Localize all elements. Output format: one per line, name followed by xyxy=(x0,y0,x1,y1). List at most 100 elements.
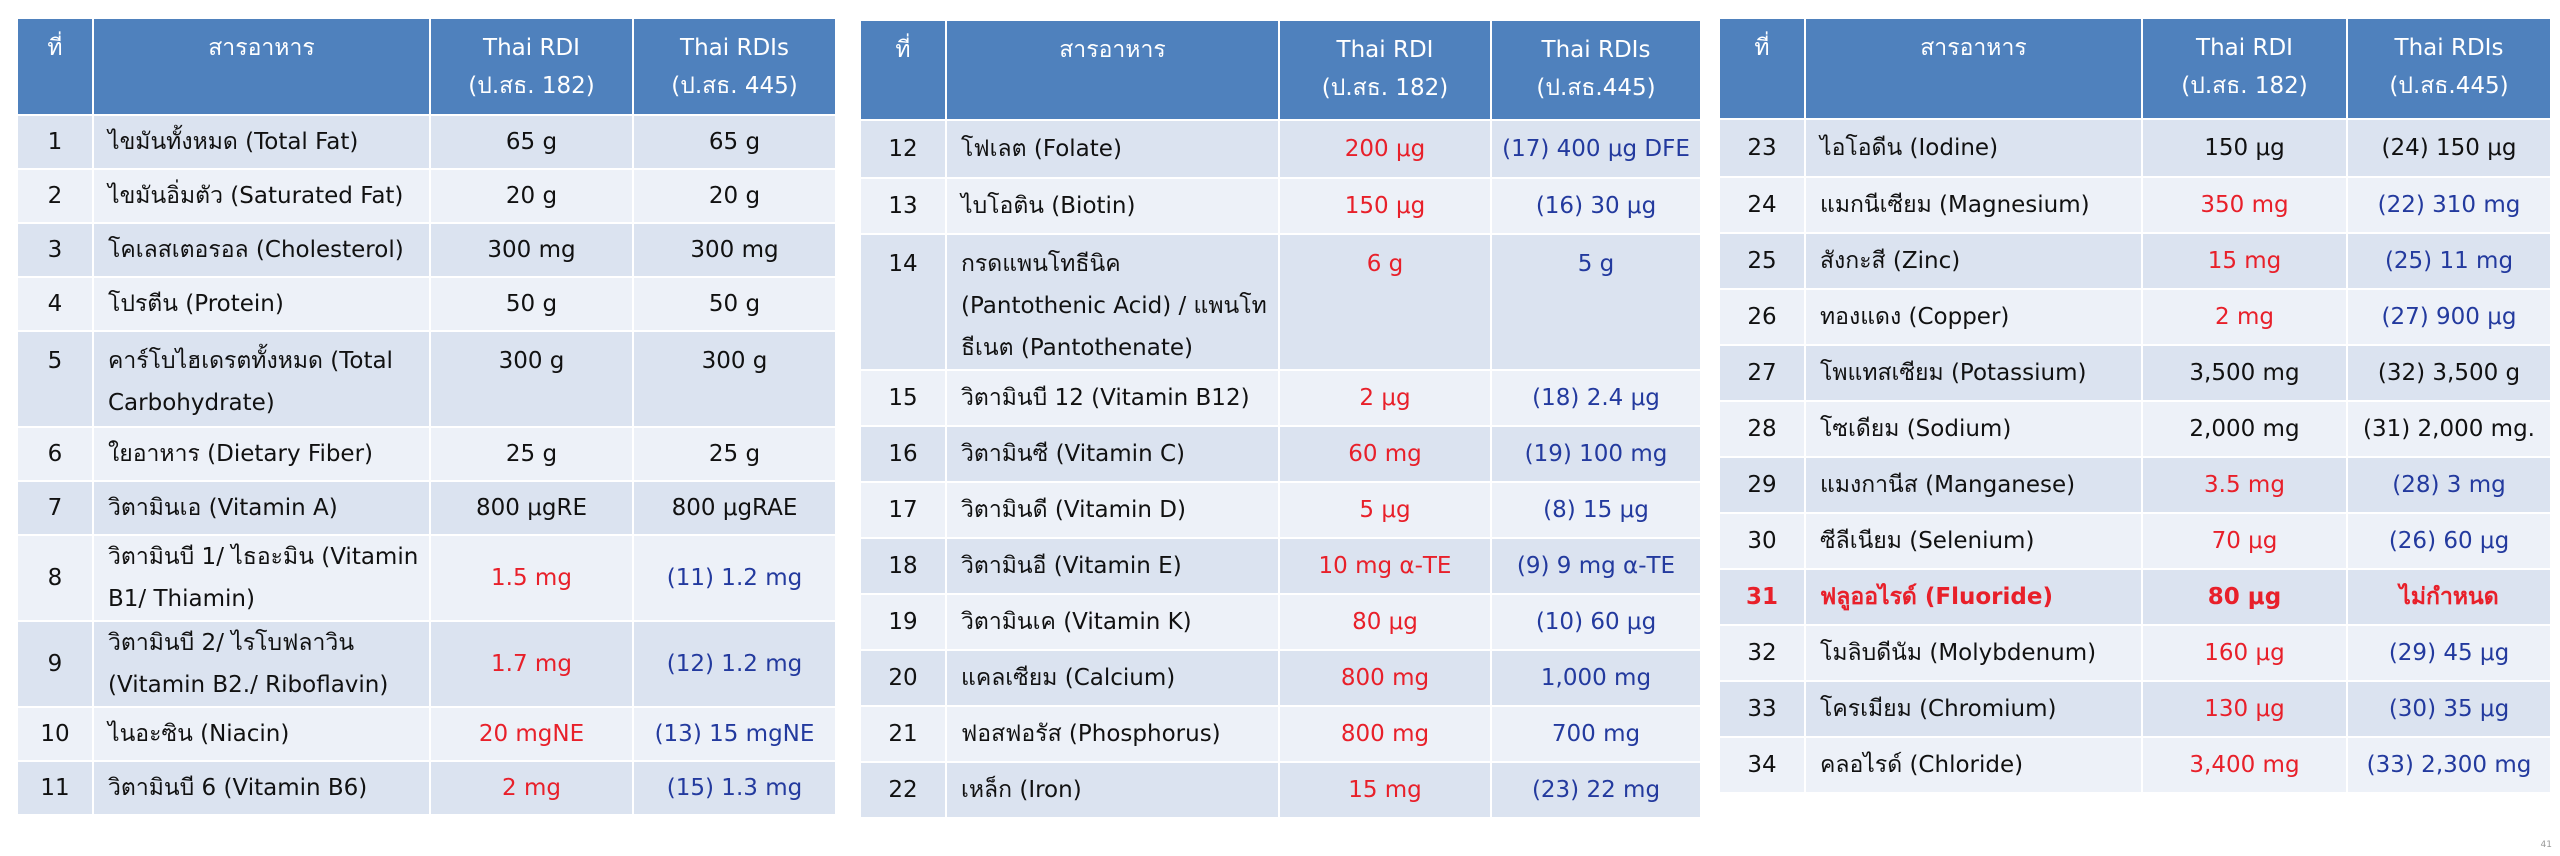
thai-rdi-value: 130 μg xyxy=(2141,680,2348,738)
row-number: 23 xyxy=(1718,118,1806,178)
nutrient-name: วิตามินอี (Vitamin E) xyxy=(945,537,1280,595)
thai-rdis-value: (16) 30 μg xyxy=(1490,177,1702,235)
nutrient-name: ซีลีเนียม (Selenium) xyxy=(1804,512,2143,570)
header-thai-rdis: Thai RDIs (ป.สธ.445) xyxy=(2346,17,2552,120)
thai-rdis-value: 50 g xyxy=(632,276,837,332)
row-number: 4 xyxy=(16,276,94,332)
nutrient-name: ไนอะซิน (Niacin) xyxy=(92,706,431,762)
thai-rdis-value: 65 g xyxy=(632,114,837,170)
row-number: 15 xyxy=(859,369,947,427)
nutrient-name: วิตามินเอ (Vitamin A) xyxy=(92,480,431,536)
table-row: 26 ทองแดง (Copper) 2 mg (27) 900 μg xyxy=(1718,288,2552,346)
rdi-table-panel-3: ที่ สารอาหาร Thai RDI (ป.สธ. 182) Thai R… xyxy=(1718,17,2552,794)
nutrient-name: โครเมียม (Chromium) xyxy=(1804,680,2143,738)
table-row: 12 โฟเลต (Folate) 200 μg (17) 400 μg DFE xyxy=(859,119,1702,179)
nutrient-name: วิตามินบี 6 (Vitamin B6) xyxy=(92,760,431,816)
thai-rdis-value: (19) 100 mg xyxy=(1490,425,1702,483)
row-number: 14 xyxy=(859,233,947,371)
table-row: 9 วิตามินบี 2/ ไรโบฟลาวิน (Vitamin B2./ R… xyxy=(16,620,837,708)
table-header-row: ที่ สารอาหาร Thai RDI (ป.สธ. 182) Thai R… xyxy=(16,17,837,116)
row-number: 34 xyxy=(1718,736,1806,794)
thai-rdis-value: 300 mg xyxy=(632,222,837,278)
thai-rdis-value: (13) 15 mgNE xyxy=(632,706,837,762)
nutrient-name: กรดแพนโทธีนิค (Pantothenic Acid) / แพนโท… xyxy=(945,233,1280,371)
thai-rdi-value: 800 μgRE xyxy=(429,480,634,536)
table-row: 30 ซีลีเนียม (Selenium) 70 μg (26) 60 μg xyxy=(1718,512,2552,570)
thai-rdi-value: 3,400 mg xyxy=(2141,736,2348,794)
thai-rdi-value: 6 g xyxy=(1278,233,1492,371)
table-body-1: 1 ไขมันทั้งหมด (Total Fat) 65 g 65 g 2 ไขมันอ… xyxy=(16,114,837,816)
nutrient-name: ใยอาหาร (Dietary Fiber) xyxy=(92,426,431,482)
thai-rdi-value: 2 mg xyxy=(2141,288,2348,346)
thai-rdis-value: (9) 9 mg α-TE xyxy=(1490,537,1702,595)
nutrient-name: เหล็ก (Iron) xyxy=(945,761,1280,819)
row-number: 12 xyxy=(859,119,947,179)
thai-rdi-value: 3,500 mg xyxy=(2141,344,2348,402)
thai-rdis-value: (12) 1.2 mg xyxy=(632,620,837,708)
nutrient-name: โพแทสเซียม (Potassium) xyxy=(1804,344,2143,402)
thai-rdis-value: (8) 15 μg xyxy=(1490,481,1702,539)
table-row: 28 โซเดียม (Sodium) 2,000 mg (31) 2,000 mg. xyxy=(1718,400,2552,458)
table-row: 5 คาร์โบไฮเดรตทั้งหมด (Total Carbohydrate… xyxy=(16,330,837,428)
thai-rdi-value: 15 mg xyxy=(2141,232,2348,290)
thai-rdis-value: (28) 3 mg xyxy=(2346,456,2552,514)
thai-rdis-value: (32) 3,500 g xyxy=(2346,344,2552,402)
nutrient-name: แคลเซียม (Calcium) xyxy=(945,649,1280,707)
row-number: 1 xyxy=(16,114,94,170)
nutrient-name: คลอไรด์ (Chloride) xyxy=(1804,736,2143,794)
row-number: 24 xyxy=(1718,176,1806,234)
thai-rdis-value: (31) 2,000 mg. xyxy=(2346,400,2552,458)
row-number: 6 xyxy=(16,426,94,482)
row-number: 11 xyxy=(16,760,94,816)
nutrient-name: แมงกานีส (Manganese) xyxy=(1804,456,2143,514)
table-row: 6 ใยอาหาร (Dietary Fiber) 25 g 25 g xyxy=(16,426,837,482)
header-nutrient: สารอาหาร xyxy=(1804,17,2143,120)
header-thai-rdi: Thai RDI (ป.สธ. 182) xyxy=(2141,17,2348,120)
header-thai-rdi: Thai RDI (ป.สธ. 182) xyxy=(1278,19,1492,121)
nutrient-name: วิตามินบี 12 (Vitamin B12) xyxy=(945,369,1280,427)
thai-rdis-value: (11) 1.2 mg xyxy=(632,534,837,622)
nutrient-name: ไขมันอิ่มตัว (Saturated Fat) xyxy=(92,168,431,224)
thai-rdi-value: 2 mg xyxy=(429,760,634,816)
table-row: 13 ไบโอติน (Biotin) 150 μg (16) 30 μg xyxy=(859,177,1702,235)
thai-rdis-value: (26) 60 μg xyxy=(2346,512,2552,570)
thai-rdis-value: (17) 400 μg DFE xyxy=(1490,119,1702,179)
thai-rdis-value: (25) 11 mg xyxy=(2346,232,2552,290)
table-row: 16 วิตามินซี (Vitamin C) 60 mg (19) 100 mg xyxy=(859,425,1702,483)
thai-rdi-value: 25 g xyxy=(429,426,634,482)
row-number: 7 xyxy=(16,480,94,536)
table-row: 34 คลอไรด์ (Chloride) 3,400 mg (33) 2,300 m… xyxy=(1718,736,2552,794)
thai-rdi-value: 1.5 mg xyxy=(429,534,634,622)
nutrient-name: โซเดียม (Sodium) xyxy=(1804,400,2143,458)
row-number: 16 xyxy=(859,425,947,483)
table-row: 18 วิตามินอี (Vitamin E) 10 mg α-TE (9) 9 m… xyxy=(859,537,1702,595)
nutrient-name: โมลิบดีนัม (Molybdenum) xyxy=(1804,624,2143,682)
thai-rdi-value: 160 μg xyxy=(2141,624,2348,682)
table-row: 22 เหล็ก (Iron) 15 mg (23) 22 mg xyxy=(859,761,1702,819)
row-number: 31 xyxy=(1718,568,1806,626)
row-number: 27 xyxy=(1718,344,1806,402)
table-row: 1 ไขมันทั้งหมด (Total Fat) 65 g 65 g xyxy=(16,114,837,170)
table-row: 11 วิตามินบี 6 (Vitamin B6) 2 mg (15) 1.3 m… xyxy=(16,760,837,816)
thai-rdis-value: (33) 2,300 mg xyxy=(2346,736,2552,794)
header-nutrient: สารอาหาร xyxy=(92,17,431,116)
table-row: 7 วิตามินเอ (Vitamin A) 800 μgRE 800 μgRAE xyxy=(16,480,837,536)
thai-rdi-value: 800 mg xyxy=(1278,649,1492,707)
nutrient-name: ฟอสฟอรัส (Phosphorus) xyxy=(945,705,1280,763)
row-number: 5 xyxy=(16,330,94,428)
row-number: 26 xyxy=(1718,288,1806,346)
row-number: 33 xyxy=(1718,680,1806,738)
thai-rdi-value: 350 mg xyxy=(2141,176,2348,234)
table-row: 29 แมงกานีส (Manganese) 3.5 mg (28) 3 mg xyxy=(1718,456,2552,514)
rdi-table-panel-2: ที่ สารอาหาร Thai RDI (ป.สธ. 182) Thai R… xyxy=(859,19,1702,819)
nutrient-name: วิตามินซี (Vitamin C) xyxy=(945,425,1280,483)
thai-rdi-value: 80 μg xyxy=(1278,593,1492,651)
rdi-table-3: ที่ สารอาหาร Thai RDI (ป.สธ. 182) Thai R… xyxy=(1718,17,2552,794)
row-number: 29 xyxy=(1718,456,1806,514)
row-number: 28 xyxy=(1718,400,1806,458)
thai-rdi-value: 300 g xyxy=(429,330,634,428)
page-number: 41 xyxy=(2540,840,2552,850)
table-row: 15 วิตามินบี 12 (Vitamin B12) 2 μg (18) 2.4… xyxy=(859,369,1702,427)
thai-rdis-value: 300 g xyxy=(632,330,837,428)
row-number: 8 xyxy=(16,534,94,622)
